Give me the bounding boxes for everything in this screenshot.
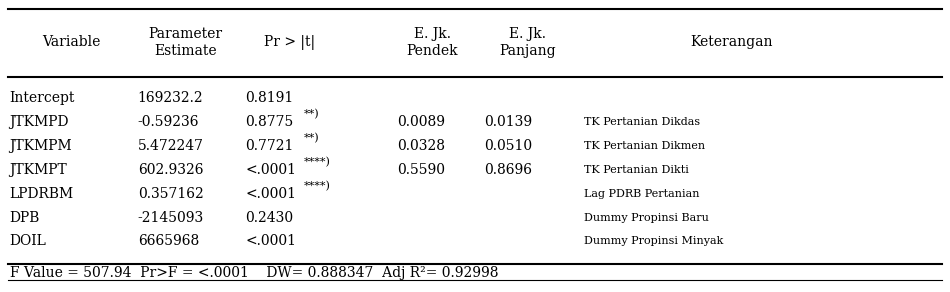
Text: TK Pertanian Dikti: TK Pertanian Dikti bbox=[584, 165, 689, 175]
Text: JTKMPM: JTKMPM bbox=[10, 139, 72, 153]
Text: 5.472247: 5.472247 bbox=[138, 139, 203, 153]
Text: Dummy Propinsi Minyak: Dummy Propinsi Minyak bbox=[584, 237, 724, 246]
Text: -2145093: -2145093 bbox=[138, 211, 204, 225]
Text: **): **) bbox=[304, 133, 319, 144]
Text: -0.59236: -0.59236 bbox=[138, 115, 200, 129]
Text: ****): ****) bbox=[304, 157, 331, 168]
Text: 0.5590: 0.5590 bbox=[397, 163, 446, 177]
Text: 0.0089: 0.0089 bbox=[397, 115, 446, 129]
Text: Lag PDRB Pertanian: Lag PDRB Pertanian bbox=[584, 189, 700, 199]
Text: 0.8775: 0.8775 bbox=[245, 115, 294, 129]
Text: E. Jk.
Pendek: E. Jk. Pendek bbox=[407, 27, 458, 58]
Text: 6665968: 6665968 bbox=[138, 234, 199, 248]
Text: 0.8191: 0.8191 bbox=[245, 91, 294, 105]
Text: 169232.2: 169232.2 bbox=[138, 91, 203, 105]
Text: Dummy Propinsi Baru: Dummy Propinsi Baru bbox=[584, 213, 709, 223]
Text: <.0001: <.0001 bbox=[245, 187, 296, 201]
Text: 0.0328: 0.0328 bbox=[397, 139, 446, 153]
Text: 602.9326: 602.9326 bbox=[138, 163, 203, 177]
Text: Variable: Variable bbox=[42, 35, 101, 49]
Text: <.0001: <.0001 bbox=[245, 234, 296, 248]
Text: F Value = 507.94  Pr>F = <.0001    DW= 0.888347  Adj R²= 0.92998: F Value = 507.94 Pr>F = <.0001 DW= 0.888… bbox=[10, 266, 498, 280]
Text: <.0001: <.0001 bbox=[245, 163, 296, 177]
Text: Pr > |t|: Pr > |t| bbox=[264, 35, 315, 50]
Text: 0.2430: 0.2430 bbox=[245, 211, 294, 225]
Text: DOIL: DOIL bbox=[10, 234, 47, 248]
Text: Parameter
Estimate: Parameter Estimate bbox=[148, 27, 222, 58]
Text: 0.357162: 0.357162 bbox=[138, 187, 203, 201]
Text: TK Pertanian Dikmen: TK Pertanian Dikmen bbox=[584, 141, 705, 151]
Text: TK Pertanian Dikdas: TK Pertanian Dikdas bbox=[584, 117, 700, 127]
Text: Keterangan: Keterangan bbox=[691, 35, 772, 49]
Text: LPDRBM: LPDRBM bbox=[10, 187, 74, 201]
Text: 0.0510: 0.0510 bbox=[484, 139, 533, 153]
Text: ****): ****) bbox=[304, 181, 331, 192]
Text: Intercept: Intercept bbox=[10, 91, 75, 105]
Text: **): **) bbox=[304, 109, 319, 120]
Text: JTKMPT: JTKMPT bbox=[10, 163, 67, 177]
Text: E. Jk.
Panjang: E. Jk. Panjang bbox=[499, 27, 556, 58]
Text: 0.7721: 0.7721 bbox=[245, 139, 294, 153]
Text: 0.8696: 0.8696 bbox=[484, 163, 533, 177]
Text: JTKMPD: JTKMPD bbox=[10, 115, 69, 129]
Text: 0.0139: 0.0139 bbox=[484, 115, 533, 129]
Text: DPB: DPB bbox=[10, 211, 40, 225]
